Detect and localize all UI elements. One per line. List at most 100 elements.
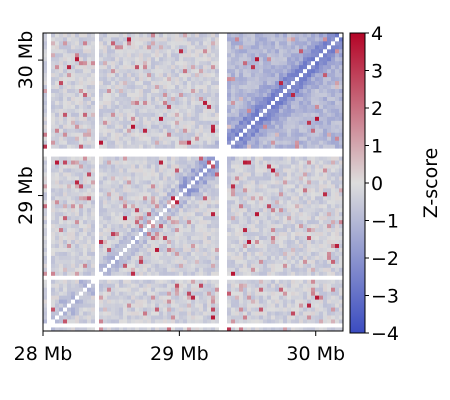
heatmap-cell [179, 180, 184, 185]
heatmap-cell [163, 223, 168, 229]
heatmap-cell [303, 124, 308, 129]
heatmap-cell [99, 172, 104, 177]
heatmap-cell [155, 164, 160, 169]
heatmap-cell [43, 299, 48, 304]
heatmap-cell [287, 323, 292, 328]
heatmap-cell [283, 104, 288, 109]
heatmap-cell [139, 96, 144, 101]
heatmap-cell [179, 96, 184, 101]
heatmap-cell [283, 251, 288, 256]
heatmap-cell [79, 287, 84, 292]
heatmap-cell [175, 68, 180, 74]
heatmap-cell [271, 84, 276, 90]
heatmap-cell [83, 176, 88, 181]
heatmap-cell [299, 124, 304, 129]
heatmap-cell [67, 299, 72, 304]
heatmap-cell [179, 112, 184, 117]
heatmap-cell [275, 60, 280, 66]
heatmap-cell [187, 219, 192, 225]
heatmap-cell [63, 116, 68, 121]
heatmap-cell [235, 44, 240, 50]
heatmap-cell [191, 307, 196, 312]
heatmap-cell [199, 140, 204, 145]
heatmap-cell [135, 307, 140, 312]
heatmap-cell [227, 279, 232, 284]
heatmap-cell [111, 176, 116, 181]
heatmap-cell [75, 287, 80, 292]
heatmap-cell [287, 303, 292, 308]
heatmap-cell [159, 100, 164, 105]
heatmap-cell [303, 128, 308, 133]
heatmap-cell [59, 136, 64, 141]
heatmap-cell [227, 291, 232, 296]
heatmap-cell [131, 56, 136, 62]
heatmap-cell [195, 255, 200, 260]
heatmap-cell [215, 33, 220, 38]
heatmap-cell [143, 88, 148, 93]
heatmap-cell [103, 203, 108, 209]
heatmap-cell [271, 227, 276, 233]
heatmap-cell [143, 199, 148, 205]
heatmap-cell [219, 40, 224, 46]
heatmap-cell [127, 227, 132, 233]
heatmap-cell [215, 299, 220, 304]
heatmap-cell [255, 243, 260, 248]
heatmap-cell [259, 80, 264, 86]
heatmap-cell [83, 60, 88, 66]
heatmap-cell [107, 215, 112, 221]
heatmap-cell [175, 44, 180, 50]
heatmap-cell [163, 235, 168, 241]
heatmap-cell [191, 112, 196, 117]
heatmap-cell [251, 191, 256, 197]
heatmap-cell [291, 255, 296, 260]
heatmap-cell [127, 271, 132, 276]
heatmap-cell [255, 319, 260, 324]
heatmap-cell [291, 243, 296, 248]
heatmap-cell [247, 96, 252, 101]
heatmap-cell [255, 183, 260, 189]
heatmap-cell [131, 116, 136, 121]
heatmap-cell [251, 315, 256, 320]
heatmap-cell [267, 311, 272, 316]
heatmap-cell [171, 96, 176, 101]
heatmap-cell [243, 183, 248, 189]
heatmap-cell [47, 295, 52, 300]
heatmap-cell [67, 80, 72, 86]
heatmap-cell [147, 243, 152, 248]
heatmap-cell [283, 199, 288, 205]
heatmap-cell [87, 191, 92, 197]
heatmap-cell [247, 283, 252, 288]
heatmap-cell [59, 211, 64, 217]
heatmap-cell [207, 88, 212, 93]
heatmap-cell [211, 156, 216, 161]
heatmap-cell [91, 100, 96, 105]
heatmap-cell [291, 92, 296, 97]
heatmap-cell [291, 283, 296, 288]
heatmap-cell [71, 251, 76, 256]
heatmap-cell [75, 180, 80, 185]
heatmap-cell [247, 120, 252, 125]
heatmap-cell [147, 259, 152, 264]
heatmap-cell [291, 64, 296, 70]
heatmap-cell [123, 203, 128, 209]
heatmap-cell [83, 136, 88, 141]
heatmap-cell [99, 124, 104, 129]
heatmap-cell [155, 299, 160, 304]
heatmap-cell [283, 255, 288, 260]
heatmap-cell [135, 68, 140, 74]
heatmap-cell [259, 199, 264, 205]
heatmap-cell [151, 100, 156, 105]
heatmap-cell [123, 128, 128, 133]
heatmap-cell [307, 271, 312, 276]
heatmap-cell [195, 203, 200, 209]
heatmap-cell [155, 92, 160, 97]
heatmap-cell [303, 96, 308, 101]
heatmap-cell [127, 132, 132, 137]
heatmap-cell [139, 239, 144, 244]
heatmap-cell [63, 323, 68, 328]
heatmap-cell [279, 323, 284, 328]
heatmap-cell [207, 92, 212, 97]
heatmap-cell [107, 287, 112, 292]
heatmap-cell [183, 247, 188, 252]
heatmap-cell [295, 291, 300, 296]
